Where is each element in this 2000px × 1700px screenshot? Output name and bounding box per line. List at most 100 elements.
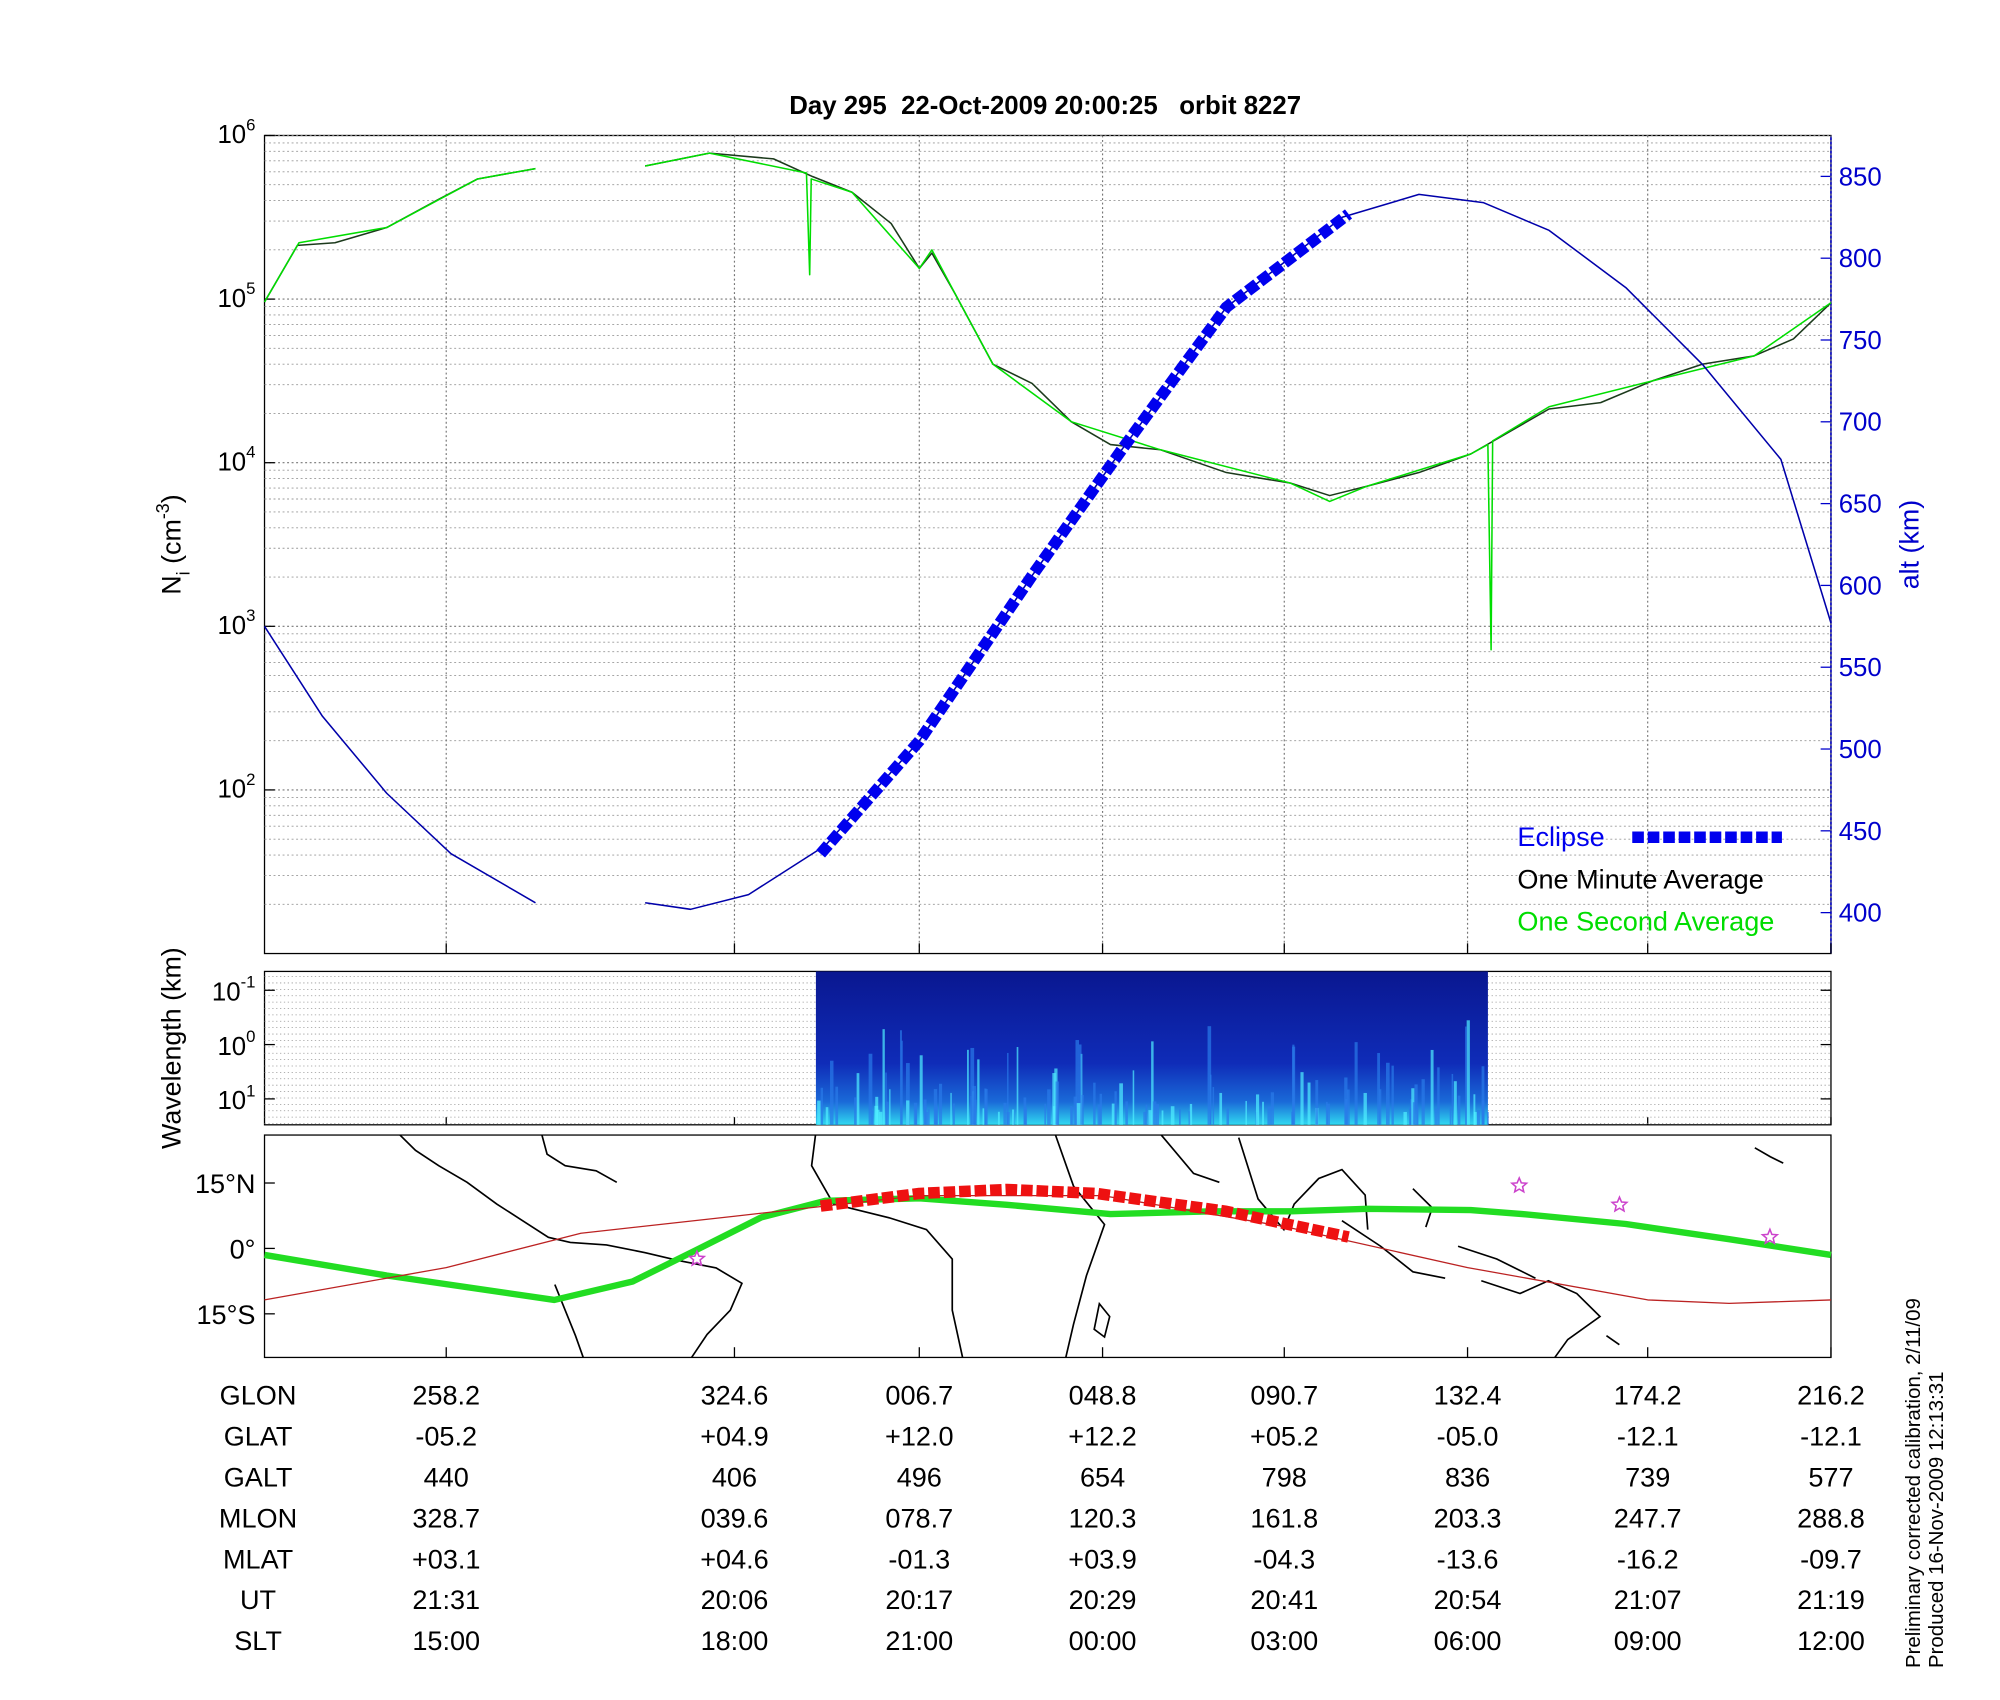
y2-tick-label: 500: [1839, 736, 1882, 764]
label-part: ): [157, 494, 187, 503]
spectrogram-streak: [901, 1040, 903, 1125]
label-superscript: -3: [153, 503, 173, 519]
table-cell: -04.3: [1253, 1544, 1315, 1574]
spectrogram-streak: [1434, 1108, 1438, 1125]
table-cell: 654: [1080, 1463, 1125, 1493]
spectrogram-streak: [1411, 1088, 1415, 1125]
tick-base: 10: [217, 121, 246, 149]
spectrogram-streak: [1007, 1052, 1009, 1125]
table-cell: 12:00: [1797, 1626, 1865, 1656]
spectrogram-streak: [1473, 1111, 1477, 1125]
table-cell: 247.7: [1614, 1504, 1682, 1534]
y2-label: alt (km): [1895, 500, 1925, 589]
table-cell: 048.8: [1069, 1381, 1137, 1411]
table-cell: 03:00: [1250, 1626, 1318, 1656]
spectrogram-streak: [825, 1107, 829, 1125]
spectrogram-streak: [1097, 1104, 1101, 1125]
table-cell: 132.4: [1434, 1381, 1502, 1411]
label-part: N: [157, 575, 187, 594]
table-cell: 258.2: [412, 1381, 480, 1411]
table-cell: 328.7: [412, 1504, 480, 1534]
spectrogram-streak: [835, 1086, 839, 1125]
table-cell: 174.2: [1614, 1381, 1682, 1411]
spectrogram-streak: [1179, 1109, 1181, 1125]
spectrogram-streak: [1345, 1098, 1348, 1125]
tick-base: 10: [217, 612, 246, 640]
table-cell: 006.7: [885, 1381, 953, 1411]
spectrogram-streak: [1093, 1082, 1096, 1125]
spectrogram-streak: [830, 1060, 834, 1125]
table-cell: 161.8: [1250, 1504, 1318, 1534]
spectrogram-streak: [1414, 1084, 1418, 1125]
y2-tick-label: 550: [1839, 654, 1882, 682]
tick-exponent: 5: [246, 279, 255, 298]
table-cell: 21:00: [885, 1626, 953, 1656]
y2-tick-label: 450: [1839, 818, 1882, 846]
spectrogram-streak: [879, 1111, 883, 1125]
spectrogram-streak: [1016, 1047, 1019, 1125]
table-cell: -05.0: [1437, 1422, 1499, 1452]
table-cell: 20:17: [885, 1585, 953, 1615]
tick-exponent: 2: [246, 770, 255, 789]
spectrogram-streak: [1391, 1065, 1394, 1125]
spectrogram-streak: [906, 1100, 910, 1125]
star-marker: [1509, 1176, 1529, 1194]
spectrogram-streak: [1379, 1089, 1382, 1125]
spectrogram-streak: [950, 1092, 952, 1125]
spectrogram-streak: [1315, 1080, 1319, 1125]
spectrogram-streak: [1151, 1041, 1154, 1125]
spectrogram-streak: [1170, 1106, 1175, 1125]
tick-base: 10: [217, 448, 246, 476]
spectrogram-streak: [1006, 1112, 1010, 1125]
spectrogram-streak: [1465, 1026, 1467, 1125]
y-tick-label: 0°: [230, 1235, 256, 1265]
spectrogram-streak: [1270, 1092, 1275, 1125]
spectrogram-streak: [1003, 1102, 1007, 1125]
spectrogram-streak: [1412, 1102, 1415, 1125]
tick-exponent: -1: [241, 973, 256, 992]
legend-label: Eclipse: [1517, 822, 1604, 852]
table-cell: 216.2: [1797, 1381, 1865, 1411]
row-label: GLON: [220, 1381, 297, 1411]
spectrogram-streak: [1255, 1094, 1260, 1125]
y2-tick-label: 700: [1839, 409, 1882, 437]
tick-exponent: 4: [246, 443, 255, 462]
spectrogram-streak: [1152, 1101, 1157, 1125]
y2-tick-label: 750: [1839, 327, 1882, 355]
table-cell: -16.2: [1617, 1544, 1679, 1574]
y2-tick-label: 850: [1839, 163, 1882, 191]
table-cell: 00:00: [1069, 1626, 1137, 1656]
track-line: [264, 1194, 1831, 1305]
table-cell: 440: [424, 1463, 469, 1493]
y-tick-label: 106: [217, 115, 255, 149]
spectrogram-streak: [905, 1063, 910, 1125]
spectrogram-streak: [1481, 1100, 1485, 1125]
spectrogram-streak: [933, 1089, 938, 1125]
spectrogram-streak: [1145, 1104, 1148, 1125]
table-cell: 20:06: [701, 1585, 769, 1615]
table-cell: 120.3: [1069, 1504, 1137, 1534]
row-label: GLAT: [224, 1422, 293, 1452]
spectrogram-streak: [1451, 1073, 1454, 1125]
spectrogram-streak: [1377, 1053, 1381, 1125]
spectrogram-streak: [1161, 1110, 1164, 1125]
spectrogram-streak: [1125, 1101, 1128, 1125]
spectrogram-streak: [885, 1072, 887, 1125]
table-cell: 798: [1262, 1463, 1307, 1493]
spectrogram-streak: [1073, 1096, 1077, 1125]
spectrogram-streak: [875, 1096, 879, 1125]
y-axis-label: Ni (cm-3): [153, 494, 194, 594]
spectrogram-streak: [927, 1109, 930, 1125]
row-label: MLAT: [223, 1544, 293, 1574]
series-line: [816, 209, 1353, 858]
spectrogram-streak: [1262, 1101, 1264, 1125]
star-marker: [1760, 1227, 1780, 1245]
row-label: UT: [240, 1585, 276, 1615]
table-cell: -13.6: [1437, 1544, 1499, 1574]
spectrogram-streak: [1055, 1081, 1060, 1125]
spectrogram-streak: [856, 1073, 860, 1125]
row-label: MLON: [219, 1504, 297, 1534]
spectrogram-streak: [1071, 1106, 1074, 1125]
spectrogram-ylabel: Wavelength (km): [157, 947, 187, 1149]
spectrogram-streak: [1075, 1040, 1080, 1125]
